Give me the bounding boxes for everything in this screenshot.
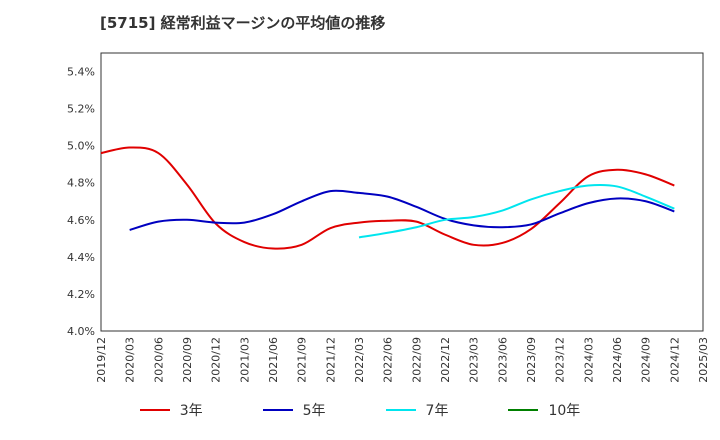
- y-tick-label: 5.2%: [67, 103, 95, 116]
- legend-swatch: [508, 409, 539, 411]
- series-lines: [100, 146, 675, 250]
- x-tick-label: 2021/03: [238, 337, 251, 383]
- legend-swatch: [139, 409, 170, 411]
- series-line-2: [358, 183, 675, 239]
- chart-title: [5715] 経常利益マージンの平均値の推移: [100, 14, 386, 32]
- x-tick-label: 2024/03: [582, 337, 595, 383]
- series-line-1: [129, 189, 675, 231]
- y-tick-label: 4.4%: [67, 251, 95, 264]
- x-tick-label: 2021/06: [267, 337, 280, 383]
- x-tick-label: 2023/03: [468, 337, 481, 383]
- x-tick-label: 2021/12: [324, 337, 337, 383]
- x-tick-label: 2020/03: [124, 337, 137, 383]
- x-tick-label: 2020/09: [181, 337, 194, 383]
- y-tick-label: 5.0%: [67, 140, 95, 153]
- x-tick-label: 2020/06: [152, 337, 165, 383]
- x-tick-label: 2024/06: [611, 337, 624, 383]
- legend-swatch: [262, 409, 293, 411]
- legend-item-1: 5年: [262, 400, 326, 420]
- legend-label: 7年: [425, 403, 449, 419]
- x-tick-label: 2019/12: [95, 337, 108, 383]
- y-tick-label: 4.8%: [67, 177, 95, 190]
- legend-label: 3年: [179, 403, 203, 419]
- y-tick-labels: 4.0% 4.2% 4.4% 4.6% 4.8% 5.0% 5.2% 5.4%: [67, 66, 95, 338]
- x-tick-label: 2021/09: [296, 337, 309, 383]
- x-tick-label: 2023/06: [496, 337, 509, 383]
- x-tick-label: 2022/09: [410, 337, 423, 383]
- legend: 3年 5年 7年 10年: [0, 400, 720, 420]
- legend-item-3: 10年: [508, 400, 580, 420]
- y-tick-label: 4.2%: [67, 288, 95, 301]
- series-line-0: [100, 146, 675, 250]
- x-tick-label: 2022/12: [439, 337, 452, 383]
- x-tick-label: 2023/09: [525, 337, 538, 383]
- y-tick-label: 4.6%: [67, 214, 95, 227]
- x-tick-label: 2024/09: [640, 337, 653, 383]
- y-tick-label: 4.0%: [67, 325, 95, 338]
- x-tick-label: 2020/12: [210, 337, 223, 383]
- x-tick-label: 2022/06: [382, 337, 395, 383]
- legend-label: 5年: [302, 403, 326, 419]
- legend-swatch: [385, 409, 416, 411]
- legend-label: 10年: [548, 403, 581, 419]
- axes: [100, 52, 704, 332]
- plot-area: [100, 52, 704, 332]
- legend-item-2: 7年: [385, 400, 449, 420]
- x-tick-label: 2023/12: [554, 337, 567, 383]
- legend-item-0: 3年: [139, 400, 203, 420]
- y-tick-label: 5.4%: [67, 66, 95, 79]
- x-tick-label: 2024/12: [668, 337, 681, 383]
- x-tick-label: 2022/03: [353, 337, 366, 383]
- x-tick-labels: 2019/12 2020/03 2020/06 2020/09 2020/12 2021/…: [95, 337, 710, 383]
- x-tick-label: 2025/03: [697, 337, 710, 383]
